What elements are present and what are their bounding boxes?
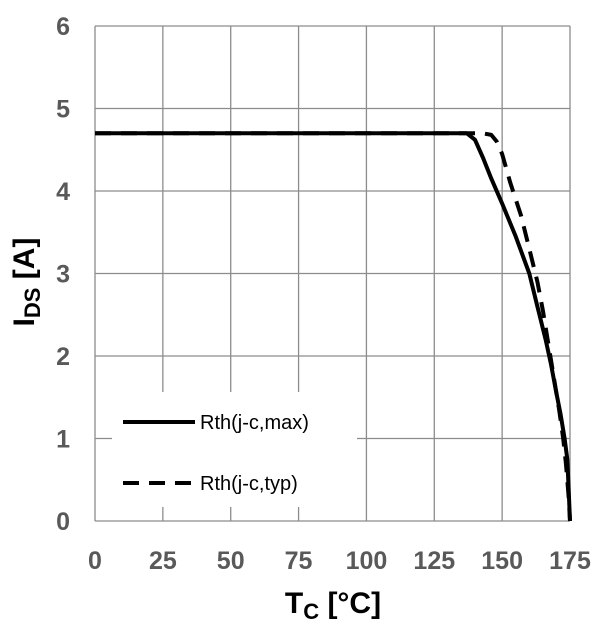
series-line-typ (95, 131, 572, 522)
legend-box (112, 392, 357, 507)
x-tick-label: 175 (549, 547, 591, 575)
x-tick-label: 100 (346, 547, 388, 575)
y-tick-label: 4 (56, 178, 70, 206)
x-axis-label-unit: [°C] (319, 587, 381, 620)
tick-layer: 0 25 50 75 100 125 150 175 0 1 2 3 4 5 6 (56, 13, 591, 575)
x-tick-label: 0 (88, 547, 102, 575)
x-axis-label-main: T (285, 587, 303, 620)
x-tick-label: 25 (149, 547, 177, 575)
legend-label-max: Rth(j-c,max) (200, 412, 309, 434)
y-axis-label-unit: [A] (8, 238, 41, 288)
x-tick-label: 50 (217, 547, 245, 575)
y-tick-label: 0 (56, 508, 70, 536)
x-tick-label: 150 (481, 547, 523, 575)
y-tick-label: 5 (56, 96, 70, 124)
y-tick-label: 1 (56, 426, 70, 454)
y-tick-label: 3 (56, 261, 70, 289)
y-axis-label-main: I (8, 318, 41, 326)
y-tick-label: 6 (56, 13, 70, 41)
y-axis-label: IDS [A] (8, 238, 45, 327)
series-layer (95, 131, 572, 522)
y-axis-label-sub: DS (20, 288, 45, 319)
legend-label-typ: Rth(j-c,typ) (200, 473, 298, 495)
x-axis-label-sub: C (303, 599, 319, 622)
x-tick-label: 125 (413, 547, 455, 575)
y-tick-label: 2 (56, 343, 70, 371)
x-tick-label: 75 (285, 547, 313, 575)
x-axis-label: TC [°C] (285, 587, 381, 622)
